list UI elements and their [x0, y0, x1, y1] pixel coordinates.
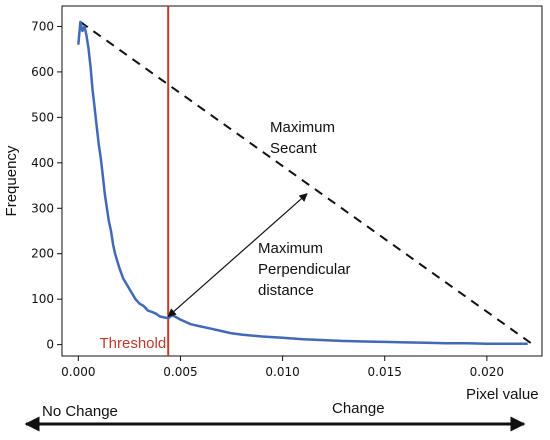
y-tick-label: 200 [31, 247, 54, 261]
y-axis-label: Frequency [3, 145, 20, 216]
y-axis: 0 100 200 300 400 500 600 700 [31, 19, 62, 352]
change-label: Change [332, 400, 385, 417]
y-tick-label: 0 [46, 338, 54, 352]
x-tick-label: 0.010 [265, 365, 299, 379]
no-change-label: No Change [42, 403, 118, 420]
x-tick-label: 0.000 [61, 365, 95, 379]
y-tick-label: 500 [31, 110, 54, 124]
y-tick-label: 700 [31, 19, 54, 33]
x-tick-label: 0.005 [163, 365, 197, 379]
perp-label-line1: Maximum [258, 240, 323, 257]
perp-label-line3: distance [258, 282, 314, 299]
perpendicular-arrow [167, 193, 308, 318]
plot-frame [61, 5, 543, 357]
secant-line [79, 21, 533, 345]
y-tick-label: 600 [31, 65, 54, 79]
x-tick-label: 0.015 [368, 365, 402, 379]
x-tick-label: 0.020 [470, 365, 504, 379]
x-axis: 0.000 0.005 0.010 0.015 0.020 [61, 356, 504, 379]
y-tick-label: 100 [31, 292, 54, 306]
secant-label-line2: Secant [270, 140, 318, 157]
threshold-label: Threshold [100, 335, 167, 352]
x-axis-label: Pixel value [466, 386, 539, 403]
perp-label-line2: Perpendicular [258, 261, 351, 278]
y-tick-label: 400 [31, 156, 54, 170]
series-line [77, 20, 528, 345]
secant-label-line1: Maximum [270, 119, 335, 136]
y-tick-label: 300 [31, 201, 54, 215]
